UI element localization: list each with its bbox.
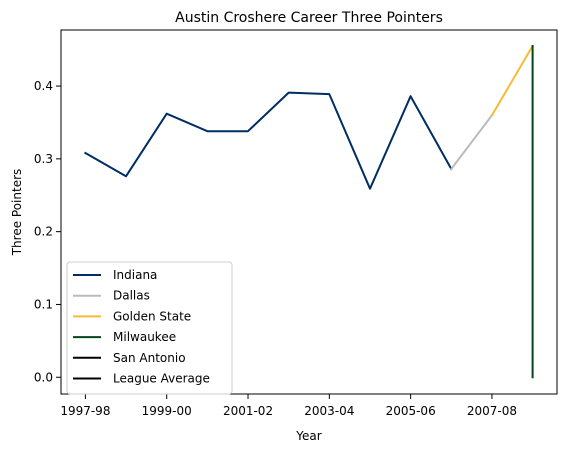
- legend-box: [66, 261, 233, 395]
- series-lines: [84, 44, 534, 379]
- y-tick-label: 0.2: [34, 225, 53, 239]
- y-tick-label: 0.0: [34, 370, 53, 384]
- legend-label: Golden State: [113, 309, 191, 323]
- legend-label: Milwaukee: [113, 330, 176, 344]
- y-axis-label: Three Pointers: [10, 169, 24, 257]
- plot-frame: [60, 29, 558, 395]
- x-tick-label: 2001-02: [223, 404, 273, 418]
- y-tick-label: 0.3: [34, 152, 53, 166]
- y-tick-label: 0.1: [34, 297, 53, 311]
- y-axis: 0.0 0.1 0.2 0.3 0.4: [34, 79, 61, 384]
- series-line-0: [84, 91, 453, 190]
- x-axis-label: Year: [295, 429, 321, 443]
- legend-label: League Average: [113, 372, 210, 386]
- legend-label: Dallas: [113, 289, 150, 303]
- x-tick-label: 1997-98: [60, 404, 110, 418]
- y-tick-label: 0.4: [34, 79, 53, 93]
- x-tick-label: 2003-04: [304, 404, 354, 418]
- x-axis: 1997-98 1999-00 2001-02 2003-04 2005-06 2007-…: [60, 394, 517, 418]
- x-tick-label: 2007-08: [467, 404, 517, 418]
- chart-title: Austin Croshere Career Three Pointers: [175, 10, 443, 26]
- x-tick-label: 2005-06: [386, 404, 436, 418]
- legend-label: Indiana: [113, 268, 157, 282]
- legend: Indiana Dallas Golden State Milwaukee San An…: [66, 261, 233, 395]
- x-tick-label: 1999-00: [142, 404, 192, 418]
- series-line-1: [449, 113, 494, 171]
- legend-label: San Antonio: [113, 351, 186, 365]
- series-line-2: [490, 44, 534, 117]
